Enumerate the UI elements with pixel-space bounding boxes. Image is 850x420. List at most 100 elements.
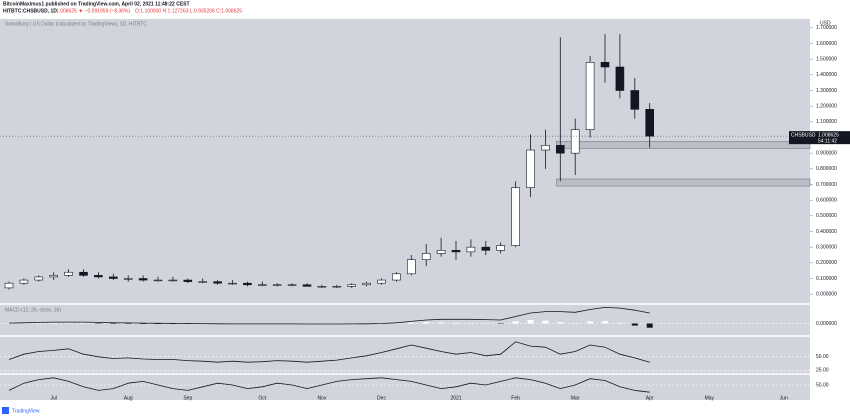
macd-histogram — [393, 322, 400, 324]
candle-body — [213, 281, 222, 284]
candle-body — [198, 281, 207, 283]
y-tick-label: 50.00 — [816, 354, 829, 360]
candle-body — [302, 284, 312, 287]
x-tick-label: Feb — [511, 395, 520, 401]
candle-body — [421, 253, 431, 261]
candle-body — [287, 284, 297, 286]
candle-body — [347, 284, 357, 287]
candle-body — [481, 246, 491, 251]
candle-body — [257, 284, 267, 286]
chart-title: SwissBorg / US Dollar (calculated by Tra… — [5, 21, 147, 27]
candle-body — [585, 61, 595, 130]
macd-histogram — [408, 322, 415, 324]
y-tick-label: 1.500000 — [816, 56, 837, 62]
x-tick-label: May — [705, 395, 715, 401]
candle-body — [317, 286, 327, 288]
chart-area — [0, 19, 810, 400]
candle-body — [4, 282, 14, 289]
macd-line — [8, 306, 650, 325]
axis-currency: USD — [820, 20, 831, 26]
macd-histogram — [423, 322, 430, 324]
macd-histogram — [512, 321, 519, 324]
macd-histogram — [453, 322, 459, 324]
candle-body — [79, 271, 88, 276]
last-price-value: 1.008625 — [818, 132, 839, 138]
candle-body — [272, 284, 282, 286]
x-tick-label: Nov — [317, 395, 326, 401]
macd-histogram — [631, 323, 638, 326]
y-tick-label: 50.00 — [816, 382, 829, 388]
logo-icon — [2, 407, 9, 414]
y-tick-label: 1.400000 — [816, 72, 837, 78]
rsi-line — [8, 341, 650, 363]
y-tick-label: 0.000000 — [816, 321, 837, 327]
zone — [555, 141, 811, 149]
countdown: 54:11:42 — [818, 138, 837, 144]
candle-body — [570, 129, 580, 154]
last-price-symbol: CHSBUSD — [791, 132, 816, 138]
candle-body — [64, 271, 73, 276]
brand: TradingView — [12, 408, 40, 414]
candle-body — [183, 279, 193, 282]
candle-body — [362, 282, 371, 286]
candle-body — [94, 275, 103, 278]
macd-histogram — [527, 320, 534, 324]
candle-body — [332, 286, 342, 288]
y-tick-label: 1.100000 — [816, 119, 837, 125]
candle-body — [511, 187, 520, 246]
macd-histogram — [616, 322, 623, 324]
candle-body — [243, 282, 252, 286]
zone — [555, 178, 811, 187]
candle-body — [377, 279, 386, 284]
y-tick-label: 0.600000 — [816, 197, 837, 203]
x-tick-label: Jul — [50, 395, 56, 401]
candle-body — [451, 250, 461, 253]
candle-body — [168, 279, 178, 282]
last-price-box — [789, 131, 850, 145]
candle-body — [645, 109, 655, 137]
macd-histogram — [587, 321, 594, 324]
macd-histogram — [542, 320, 549, 324]
y-tick-label: 0.000000 — [816, 291, 837, 297]
ohlc-values: O:1.100000 H:1.127263 L:0.935206 C:1.008… — [135, 8, 242, 14]
candle-body — [436, 250, 446, 254]
symbol: HITBTC:CHSBUSD, 1D — [3, 8, 57, 14]
candle-body — [123, 278, 133, 280]
macd-histogram — [646, 323, 653, 328]
x-tick-label: Sep — [183, 395, 192, 401]
candle-body — [526, 149, 535, 188]
candle-body — [630, 90, 640, 110]
y-tick-label: 1.700000 — [816, 25, 837, 31]
macd-histogram — [557, 322, 564, 324]
x-tick-label: Dec — [377, 395, 386, 401]
candle-body — [138, 278, 148, 281]
macd-histogram — [602, 321, 608, 324]
y-tick-label: 0.100000 — [816, 276, 837, 282]
candle-body — [228, 282, 237, 285]
y-tick-label: 1.300000 — [816, 88, 837, 94]
macd-histogram — [438, 322, 445, 324]
macd-label: MACD (12, 26, close, 26) — [5, 307, 61, 313]
x-tick-label: Mar — [571, 395, 580, 401]
candle-body — [34, 276, 44, 281]
y-tick-label: 1.200000 — [816, 103, 837, 109]
y-tick-label: 0.700000 — [816, 182, 837, 188]
candle-body — [600, 61, 610, 68]
publish-info: BitcoinMaximus1 published on TradingView… — [3, 1, 190, 7]
x-tick-label: Oct — [258, 395, 266, 401]
candle-body — [555, 145, 565, 154]
x-tick-label: Aug — [124, 395, 133, 401]
candle-body — [153, 279, 163, 282]
y-tick-label: 0.900000 — [816, 150, 837, 156]
candle-body — [406, 259, 416, 275]
candle-body — [49, 275, 59, 278]
candle-body — [466, 246, 476, 253]
candle-body — [392, 273, 401, 281]
stoch-line — [8, 377, 650, 393]
x-tick-label: Apr — [646, 395, 654, 401]
candle-body — [496, 245, 506, 251]
y-tick-label: 0.200000 — [816, 260, 837, 266]
y-tick-label: 0.400000 — [816, 229, 837, 235]
candle-body — [19, 279, 29, 284]
